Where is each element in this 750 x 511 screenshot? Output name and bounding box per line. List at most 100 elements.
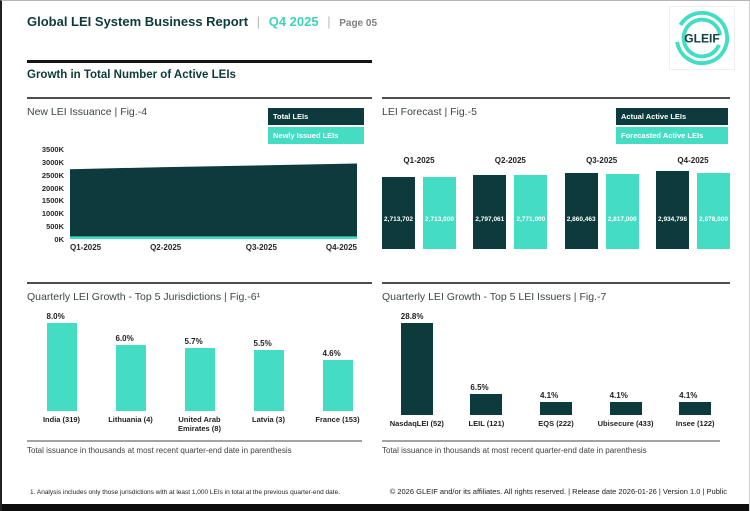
bar-actual: 2,860,463 — [564, 173, 598, 249]
y-tick-label: 0K — [54, 235, 64, 244]
panel-new-lei-issuance: New LEI Issuance | Fig.-4 Total LEIs New… — [27, 97, 372, 275]
y-tick-label: 500K — [46, 222, 64, 232]
bar-value-label: 4.6% — [322, 349, 341, 358]
quarter-label: Q4-2025 — [677, 156, 709, 165]
bar — [609, 402, 642, 415]
legend-actual-active-leis: Actual Active LEIs — [616, 108, 728, 125]
x-tick-label: Q2-2025 — [150, 243, 182, 252]
fig6-column: 8.0% — [27, 312, 96, 411]
bar — [470, 394, 503, 415]
bar-value-label: 8.0% — [46, 312, 65, 321]
category-label: United Arab Emirates (8) — [178, 415, 221, 434]
bar — [539, 402, 572, 415]
bar-value-label: 2,713,000 — [425, 216, 454, 223]
fig6-bar-wrap: 4.6% — [322, 349, 353, 411]
x-tick-label: Q4-2025 — [325, 243, 357, 252]
fig7-note: Total issuance in thousands at most rece… — [382, 446, 647, 455]
bar-value-label: 2,860,463 — [566, 216, 596, 223]
fig7-bar-wrap: 4.1% — [679, 391, 712, 415]
fig7-bar-wrap: 28.8% — [400, 312, 433, 415]
fig5-group: Q3-2025 2,860,463 2,817,000 — [564, 156, 639, 249]
y-tick-label: 2500K — [41, 170, 64, 180]
fig6-column: 6.0% — [96, 312, 165, 411]
total-leis-area — [70, 163, 357, 239]
bar-value-label: 2,771,000 — [516, 216, 546, 223]
fig7-note-divider — [382, 440, 720, 442]
fig6-bar-wrap: 6.0% — [115, 334, 146, 411]
section-divider — [27, 60, 372, 63]
fig7-bar-wrap: 6.5% — [470, 383, 503, 415]
panel-top5-lei-issuers: Quarterly LEI Growth - Top 5 LEI Issuers… — [382, 282, 730, 455]
fig6-bars: 8.0% 6.0% 5.7% 5.5% 4.6% — [27, 312, 372, 411]
bar — [679, 402, 712, 415]
bar — [253, 350, 284, 411]
category-label: LEIL (121) — [468, 419, 505, 428]
panel-top5-jurisdictions: Quarterly LEI Growth - Top 5 Jurisdictio… — [27, 282, 372, 455]
bar — [46, 323, 77, 411]
fig6-bar-wrap: 5.5% — [253, 339, 284, 411]
bar — [115, 345, 146, 411]
fig7-categories: NasdaqLEI (52) LEIL (121) EQS (222) Ubisecu… — [382, 419, 730, 428]
category-label: EQS (222) — [538, 419, 574, 428]
bar-value-label: 2,713,702 — [384, 216, 413, 223]
bar-value-label: 6.5% — [470, 383, 489, 392]
fig4-y-axis: 0K 500K 1000K 1500K 2000K 2500K 3000K 3500K — [27, 145, 64, 244]
fig6-bar-wrap: 5.7% — [184, 337, 215, 411]
bar-forecast: 2,771,000 — [514, 175, 548, 249]
fig7-column: 28.8% — [382, 312, 452, 415]
bar-value-label: 2,878,000 — [699, 216, 728, 223]
area-chart — [70, 163, 357, 239]
fig5-group: Q4-2025 2,934,798 2,878,000 — [655, 156, 730, 249]
fig7-title: Quarterly LEI Growth - Top 5 LEI Issuers… — [382, 291, 607, 303]
panel-lei-forecast: LEI Forecast | Fig.-5 Actual Active LEIs… — [382, 97, 730, 275]
report-title: Global LEI System Business Report — [27, 14, 249, 29]
bar-forecast: 2,817,000 — [605, 174, 639, 249]
page-number: Page 05 — [339, 18, 378, 29]
bar-actual: 2,934,798 — [655, 171, 689, 249]
section-title: Growth in Total Number of Active LEIs — [27, 69, 236, 81]
bar-value-label: 2,817,000 — [607, 216, 637, 223]
gleif-logo: GLEIF — [669, 6, 735, 70]
category-label: France (153) — [315, 415, 360, 424]
header-separator: | — [256, 14, 261, 29]
bar-actual: 2,797,061 — [473, 175, 507, 249]
bar-value-label: 5.5% — [253, 339, 272, 348]
bar-value-label: 4.1% — [679, 391, 698, 400]
bar-forecast: 2,713,000 — [423, 177, 456, 249]
fig5-bar-pair: 2,797,061 2,771,000 — [473, 169, 548, 249]
fig4-legend: Total LEIs Newly Issued LEIs — [268, 108, 364, 146]
bar-value-label: 2,797,061 — [475, 216, 505, 223]
legend-newly-issued-leis: Newly Issued LEIs — [268, 127, 364, 144]
fig6-title: Quarterly LEI Growth - Top 5 Jurisdictio… — [27, 291, 261, 303]
bar — [184, 348, 215, 411]
legend-forecasted-active-leis: Forecasted Active LEIs — [616, 127, 728, 144]
copyright-line: © 2026 GLEIF and/or its affiliates. All … — [389, 487, 727, 496]
fig5-group: Q1-2025 2,713,702 2,713,000 — [382, 156, 456, 249]
bar-value-label: 4.1% — [539, 391, 559, 400]
category-label: Latvia (3) — [252, 415, 285, 424]
quarter-label: Q3-2025 — [586, 156, 618, 165]
bar-forecast: 2,878,000 — [696, 173, 730, 249]
x-tick-label: Q1-2025 — [70, 243, 102, 252]
fig5-legend: Actual Active LEIs Forecasted Active LEI… — [616, 108, 728, 146]
bar-value-label: 6.0% — [115, 334, 134, 343]
fig7-column: 4.1% — [591, 312, 661, 415]
fig5-title: LEI Forecast | Fig.-5 — [382, 106, 477, 118]
fig5-group: Q2-2025 2,797,061 2,771,000 — [473, 156, 548, 249]
y-tick-label: 1000K — [41, 209, 64, 219]
category-label: NasdaqLEI (52) — [389, 419, 444, 428]
fig7-column: 4.1% — [521, 312, 591, 415]
fig5-bar-pair: 2,934,798 2,878,000 — [655, 169, 730, 249]
gleif-logo-icon: GLEIF — [674, 10, 730, 66]
fig4-plot — [70, 149, 357, 239]
y-tick-label: 1500K — [41, 196, 64, 206]
bottom-bar — [2, 504, 749, 511]
y-tick-label: 2000K — [41, 183, 64, 193]
fig7-bar-wrap: 4.1% — [539, 391, 572, 415]
report-header: Global LEI System Business Report | Q4 2… — [27, 14, 377, 29]
fig7-column: 4.1% — [660, 312, 730, 415]
bar-actual: 2,713,702 — [382, 177, 415, 249]
fig7-column: 6.5% — [452, 312, 522, 415]
fig4-title: New LEI Issuance | Fig.-4 — [27, 106, 148, 118]
